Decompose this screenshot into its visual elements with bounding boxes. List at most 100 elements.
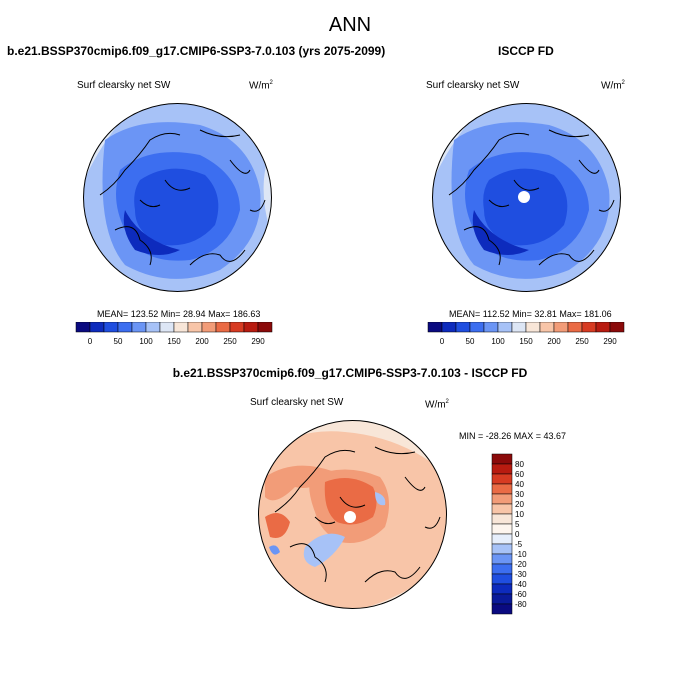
pole-missing-data bbox=[518, 191, 530, 203]
lowlat-field bbox=[263, 140, 272, 230]
colorbar-diff-tick-label: 10 bbox=[515, 510, 524, 519]
units-superscript: 2 bbox=[621, 80, 625, 86]
arctic-core-field bbox=[134, 168, 219, 246]
coastline bbox=[448, 129, 615, 266]
colorbar-diff-swatch bbox=[491, 473, 513, 485]
colorbar-left-swatch bbox=[257, 322, 273, 333]
cool-patch bbox=[303, 533, 345, 567]
colorbar-diff-swatch bbox=[491, 463, 513, 475]
colorbar-right-swatch bbox=[455, 322, 471, 333]
colorbar-right-swatch bbox=[609, 322, 625, 333]
colorbar-diff-tick-label: 30 bbox=[515, 490, 524, 499]
colorbar-diff-swatch bbox=[491, 493, 513, 505]
colorbar-diff-tick-label: 60 bbox=[515, 470, 524, 479]
colorbar-diff-swatch bbox=[491, 593, 513, 605]
colorbar-left-tick-label: 150 bbox=[167, 337, 181, 346]
units-superscript: 2 bbox=[269, 80, 273, 86]
colorbar-diff-swatch bbox=[491, 533, 513, 545]
arctic-deep-field bbox=[472, 210, 529, 255]
coastline bbox=[274, 446, 441, 583]
colorbar-left-tick-label: 200 bbox=[195, 337, 209, 346]
colorbar-right-swatch bbox=[595, 322, 611, 333]
colorbar-left-swatch bbox=[159, 322, 175, 333]
colorbar-diff-swatch bbox=[491, 553, 513, 565]
colorbar-right-tick-label: 290 bbox=[603, 337, 617, 346]
colorbar-left-tick-label: 50 bbox=[114, 337, 123, 346]
colorbar-diff-tick-label: -80 bbox=[515, 600, 527, 609]
units-superscript: 2 bbox=[445, 399, 449, 405]
colorbar-diff-swatch bbox=[491, 523, 513, 535]
warm-field bbox=[265, 513, 290, 538]
diff-case-title: b.e21.BSSP370cmip6.f09_g17.CMIP6-SSP3-7.… bbox=[172, 366, 528, 380]
diff-units-label: W/m2 bbox=[425, 399, 449, 410]
colorbar-left-swatch bbox=[243, 322, 259, 333]
colorbar-right-tick-label: 250 bbox=[575, 337, 589, 346]
colorbar-right-swatch bbox=[525, 322, 541, 333]
cool-patch bbox=[375, 492, 386, 506]
arctic-warm-core bbox=[324, 478, 377, 525]
colorbar-right-tick-label: 50 bbox=[466, 337, 475, 346]
diff-variable-label: Surf clearsky net SW bbox=[250, 397, 344, 408]
colorbar-diff-tick-label: -60 bbox=[515, 590, 527, 599]
colorbar-right-swatch bbox=[511, 322, 527, 333]
colorbar-left-swatch bbox=[229, 322, 245, 333]
colorbar-right-swatch bbox=[441, 322, 457, 333]
colorbar-right-swatch bbox=[483, 322, 499, 333]
panel-left-stats: MEAN= 123.52 Min= 28.94 Max= 186.63 bbox=[97, 309, 261, 319]
colorbar-left-swatch bbox=[103, 322, 119, 333]
colorbar-left-swatch bbox=[201, 322, 217, 333]
colorbar-right-swatch bbox=[553, 322, 569, 333]
colorbar-right-swatch bbox=[427, 322, 443, 333]
map-border bbox=[432, 103, 621, 292]
units-text: W/m bbox=[249, 80, 270, 92]
arctic-deep-field bbox=[123, 210, 180, 255]
colorbar-right: 050100150200250290330 bbox=[427, 322, 625, 346]
cool-patch bbox=[269, 545, 280, 555]
colorbar-right-tick-label: 0 bbox=[440, 337, 445, 346]
colorbar-right-swatch bbox=[469, 322, 485, 333]
arctic-core-field bbox=[483, 168, 568, 246]
colorbar-left-tick-label: 100 bbox=[139, 337, 153, 346]
colorbar-diff-swatch bbox=[491, 503, 513, 515]
map-diff bbox=[258, 420, 447, 609]
colorbar-left-swatch bbox=[89, 322, 105, 333]
panel-right-stats: MEAN= 112.52 Min= 32.81 Max= 181.06 bbox=[449, 309, 612, 319]
colorbar-left-swatch bbox=[215, 322, 231, 333]
map-border bbox=[258, 420, 447, 609]
colorbar-left: 050100150200250290330 bbox=[75, 322, 273, 346]
coastline bbox=[99, 129, 266, 266]
colorbar-right-swatch bbox=[497, 322, 513, 333]
pole-missing-data bbox=[344, 511, 356, 523]
panel-right-case-title: ISCCP FD bbox=[498, 44, 554, 58]
map-left bbox=[83, 103, 272, 292]
colorbar-right-swatch bbox=[581, 322, 597, 333]
colorbar-left-tick-label: 250 bbox=[223, 337, 237, 346]
panel-left-case-title: b.e21.BSSP370cmip6.f09_g17.CMIP6-SSP3-7.… bbox=[7, 44, 386, 58]
colorbar-left-tick-label: 290 bbox=[251, 337, 265, 346]
colorbar-diff-swatch bbox=[491, 583, 513, 595]
colorbar-right-tick-label: 200 bbox=[547, 337, 561, 346]
colorbar-diff-tick-label: -30 bbox=[515, 570, 527, 579]
colorbar-left-swatch bbox=[75, 322, 91, 333]
panel-left-units-label: W/m2 bbox=[249, 80, 273, 91]
colorbar-diff-swatch bbox=[491, 483, 513, 495]
colorbar-diff-swatch bbox=[491, 513, 513, 525]
colorbar-right-tick-label: 100 bbox=[491, 337, 505, 346]
panel-right-units-label: W/m2 bbox=[601, 80, 625, 91]
colorbar-diff-tick-label: 0 bbox=[515, 530, 520, 539]
colorbar-diff-swatch bbox=[491, 563, 513, 575]
colorbar-diff-tick-label: -40 bbox=[515, 580, 527, 589]
units-text: W/m bbox=[425, 399, 446, 411]
colorbar-left-tick-label: 0 bbox=[88, 337, 93, 346]
diff-minmax: MIN = -28.26 MAX = 43.67 bbox=[459, 431, 567, 441]
panel-right-variable-label: Surf clearsky net SW bbox=[426, 80, 520, 91]
colorbar-left-swatch bbox=[187, 322, 203, 333]
colorbar-diff-swatch bbox=[491, 453, 513, 465]
colorbar-diff-tick-label: 5 bbox=[515, 520, 520, 529]
colorbar-right-tick-label: 150 bbox=[519, 337, 533, 346]
colorbar-diff-tick-label: -20 bbox=[515, 560, 527, 569]
colorbar-left-swatch bbox=[145, 322, 161, 333]
page-title: ANN bbox=[328, 14, 372, 36]
colorbar-diff-swatch bbox=[491, 573, 513, 585]
units-text: W/m bbox=[601, 80, 622, 92]
